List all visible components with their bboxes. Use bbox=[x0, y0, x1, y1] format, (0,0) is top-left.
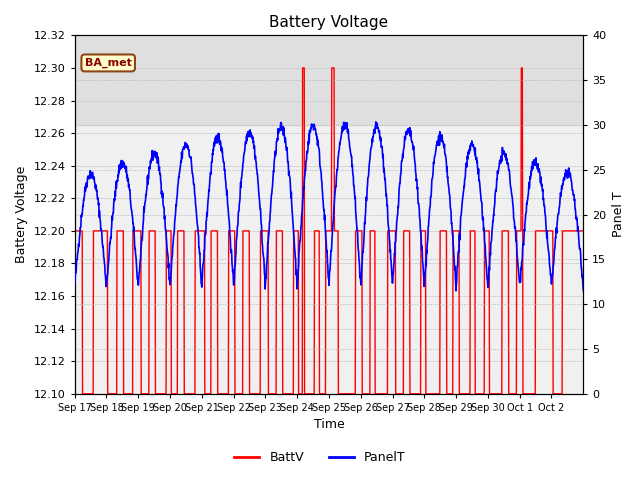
Y-axis label: Battery Voltage: Battery Voltage bbox=[15, 166, 28, 263]
Y-axis label: Panel T: Panel T bbox=[612, 192, 625, 238]
Title: Battery Voltage: Battery Voltage bbox=[269, 15, 388, 30]
Legend: BattV, PanelT: BattV, PanelT bbox=[229, 446, 411, 469]
Text: BA_met: BA_met bbox=[84, 58, 132, 68]
X-axis label: Time: Time bbox=[314, 419, 344, 432]
Bar bbox=[75, 27, 583, 125]
